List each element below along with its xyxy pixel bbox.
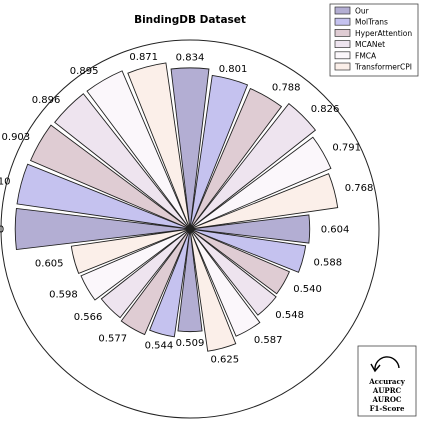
bar-transformercpi-auroc xyxy=(70,228,191,275)
legend-swatch-mcanet xyxy=(334,40,351,48)
value-label-our-auroc: 0.509 xyxy=(176,338,205,349)
legend-swatch-transformercpi xyxy=(334,62,351,71)
bar-fmca-f1-score xyxy=(86,70,191,230)
bar-hyperattention-f1-score xyxy=(29,124,191,230)
bar-our-accuracy xyxy=(170,67,210,230)
value-label-hyperattention-auroc: 0.577 xyxy=(98,334,127,345)
bar-hyperattention-auprc xyxy=(189,228,291,295)
bar-fmca-accuracy xyxy=(189,136,332,230)
bar-moltrans-auroc xyxy=(149,228,191,338)
bars-group xyxy=(14,62,339,352)
bar-hyperattention-accuracy xyxy=(189,87,283,230)
bar-transformercpi-accuracy xyxy=(189,173,339,230)
legend-label-transformercpi: TransformerCPI xyxy=(354,63,412,72)
value-label-mcanet-auroc: 0.566 xyxy=(74,312,103,323)
value-label-fmca-f1-score: 0.895 xyxy=(70,66,99,77)
value-label-our-accuracy: 0.834 xyxy=(176,52,205,63)
value-label-moltrans-f1-score: 0.910 xyxy=(0,176,11,187)
bar-mcanet-accuracy xyxy=(189,102,317,230)
value-label-moltrans-auprc: 0.588 xyxy=(313,258,342,269)
bar-moltrans-accuracy xyxy=(189,74,249,230)
value-labels-group: 0.834 0.801 0.788 0.826 0.791 0.768 0.604 0.588… xyxy=(0,52,373,366)
value-label-transformercpi-accuracy: 0.768 xyxy=(345,183,374,194)
value-label-hyperattention-auprc: 0.540 xyxy=(293,284,322,295)
bar-transformercpi-f1-score xyxy=(127,62,191,230)
value-label-hyperattention-accuracy: 0.788 xyxy=(272,83,301,94)
bar-fmca-auprc xyxy=(189,228,261,337)
bar-moltrans-f1-score xyxy=(16,163,191,230)
bar-transformercpi-auprc xyxy=(189,228,237,352)
legend-label-fmca: FMCA xyxy=(355,51,377,60)
metric-label-auroc: AUROC xyxy=(371,395,401,404)
metric-label-accuracy: Accuracy xyxy=(368,377,406,386)
bar-fmca-auroc xyxy=(80,228,191,301)
metric-label-auprc: AUPRC xyxy=(372,386,402,395)
legend-label-our: Our xyxy=(355,7,370,16)
value-label-fmca-auroc: 0.598 xyxy=(49,289,78,300)
value-label-transformercpi-auroc: 0.605 xyxy=(35,258,64,269)
legend-swatch-moltrans xyxy=(334,17,351,26)
value-label-moltrans-accuracy: 0.801 xyxy=(219,64,248,75)
value-label-our-auprc: 0.604 xyxy=(321,225,350,236)
arrow-head-icon xyxy=(370,363,381,373)
direction-arrow-icon xyxy=(374,356,400,371)
value-label-mcanet-accuracy: 0.826 xyxy=(311,104,340,115)
legend-label-moltrans: MolTrans xyxy=(355,18,388,27)
bar-mcanet-f1-score xyxy=(54,93,191,230)
metric-order-box: Accuracy AUPRC AUROC F1-Score xyxy=(357,345,417,417)
bar-our-f1-score xyxy=(14,207,191,251)
bar-mcanet-auroc xyxy=(100,228,191,319)
value-label-moltrans-auroc: 0.544 xyxy=(145,340,174,351)
legend-swatch-hyperattention xyxy=(334,29,351,37)
value-label-transformercpi-f1-score: 0.871 xyxy=(129,52,158,63)
bar-our-auprc xyxy=(189,214,311,244)
metric-label-f1-score: F1-Score xyxy=(370,404,405,413)
value-label-fmca-accuracy: 0.791 xyxy=(332,142,361,153)
metric-box-frame xyxy=(357,345,417,417)
bar-our-auroc xyxy=(177,228,203,333)
legend-label-hyperattention: HyperAttention xyxy=(355,29,412,38)
value-label-transformercpi-auprc: 0.625 xyxy=(210,354,239,365)
value-label-mcanet-f1-score: 0.896 xyxy=(32,95,61,106)
chart-title: BindingDB Dataset xyxy=(134,14,246,26)
legend-swatch-our xyxy=(334,6,351,15)
legend-label-mcanet: MCANet xyxy=(355,40,385,49)
bar-mcanet-auprc xyxy=(189,228,277,316)
legend: Our MolTrans HyperAttention MCANet FMCA Trans… xyxy=(329,3,419,77)
value-label-fmca-auprc: 0.587 xyxy=(254,335,283,346)
value-label-our-f1-score: 0.910 xyxy=(0,225,4,236)
value-label-mcanet-auprc: 0.548 xyxy=(275,310,304,321)
value-label-hyperattention-f1-score: 0.903 xyxy=(2,132,31,143)
outer-circle xyxy=(0,39,380,419)
legend-swatch-fmca xyxy=(334,51,351,60)
bar-moltrans-auprc xyxy=(189,228,307,273)
bar-hyperattention-auroc xyxy=(120,228,191,336)
